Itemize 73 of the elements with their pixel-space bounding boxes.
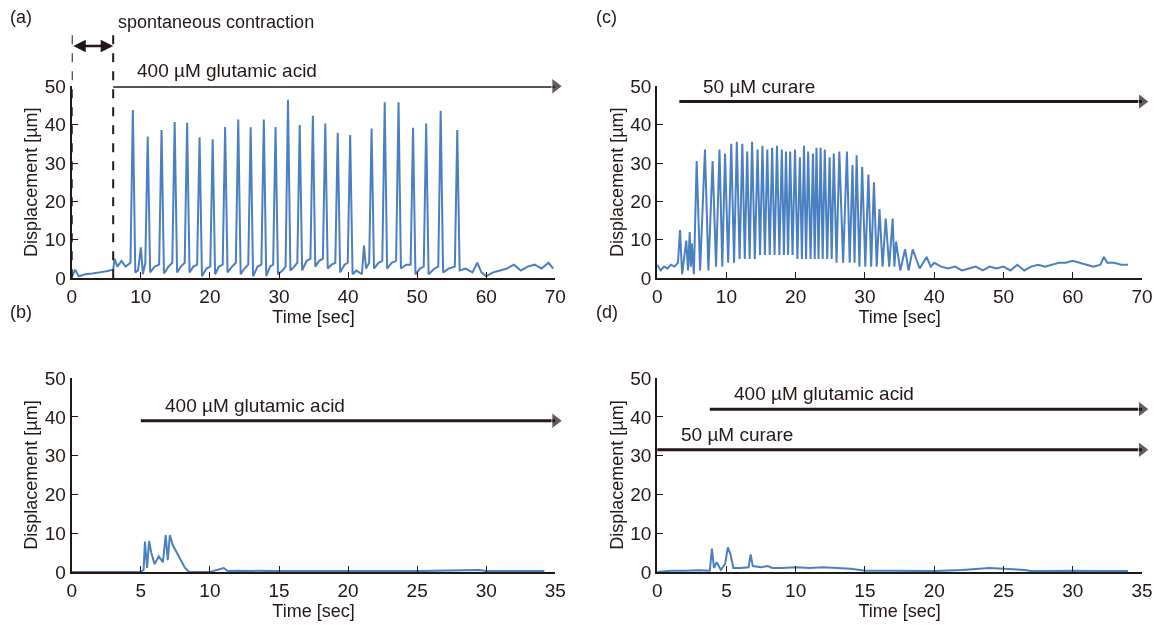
x-axis-title: Time [sec] (272, 306, 355, 327)
series-label: 400 µM glutamic acid (734, 383, 914, 404)
y-tick-label: 20 (44, 484, 66, 506)
y-tick-label: 50 (44, 367, 66, 389)
x-tick-label: 70 (1131, 285, 1153, 307)
y-tick-label: 30 (44, 445, 66, 467)
y-tick-label: 40 (44, 114, 66, 136)
x-axis-title: Time [sec] (858, 306, 941, 327)
y-axis-title: Displacement [µm] (21, 107, 42, 257)
x-tick-label: 30 (854, 285, 876, 307)
x-tick-label: 25 (992, 579, 1015, 601)
series-label: 50 µM curare (703, 76, 816, 97)
x-tick-label: 60 (1062, 285, 1084, 307)
y-tick-label: 0 (55, 267, 66, 289)
x-tick-label: 5 (135, 579, 147, 601)
x-tick-label: 20 (923, 579, 945, 601)
y-axis-title: Displacement [µm] (606, 107, 627, 257)
y-tick-label: 20 (44, 191, 66, 213)
y-tick-label: 30 (630, 152, 652, 174)
series-label: 400 µM glutamic acid (165, 395, 345, 416)
x-tick-label: 35 (544, 579, 566, 601)
y-tick-label: 30 (44, 152, 66, 174)
y-tick-label: 0 (640, 561, 652, 583)
y-tick-label: 10 (44, 522, 66, 544)
y-tick-label: 40 (44, 406, 66, 428)
x-tick-label: 25 (406, 579, 428, 601)
x-tick-label: 20 (785, 285, 807, 307)
x-tick-label: 30 (1062, 579, 1084, 601)
y-axis-title: Displacement [µm] (21, 400, 42, 550)
x-axis-title: Time [sec] (272, 600, 355, 621)
y-tick-label: 0 (55, 561, 66, 583)
y-tick-label: 10 (630, 522, 652, 544)
y-tick-label: 10 (44, 229, 66, 251)
y-tick-label: 10 (630, 229, 652, 251)
x-tick-label: 50 (406, 285, 428, 307)
series-label: 50 µM curare (681, 424, 794, 445)
x-tick-label: 30 (268, 285, 290, 307)
x-tick-label: 50 (992, 285, 1015, 307)
x-tick-label: 10 (130, 285, 152, 307)
x-tick-label: 15 (854, 579, 876, 601)
x-tick-label: 10 (199, 579, 221, 601)
x-tick-label: 5 (721, 579, 732, 601)
y-tick-label: 50 (44, 75, 66, 97)
x-tick-label: 30 (475, 579, 497, 601)
chart-title: (a) (10, 7, 32, 27)
x-tick-label: 60 (475, 285, 497, 307)
y-tick-label: 40 (630, 114, 652, 136)
x-axis-title: Time [sec] (858, 600, 941, 621)
x-tick-label: 10 (785, 579, 807, 601)
y-tick-label: 50 (630, 367, 652, 389)
line-series (657, 546, 1130, 572)
chart-title: (c) (596, 7, 617, 27)
chart-title: (b) (10, 302, 32, 322)
y-tick-label: 20 (630, 191, 652, 213)
x-tick-label: 35 (1131, 579, 1153, 601)
x-tick-label: 70 (544, 285, 566, 307)
y-tick-label: 40 (630, 406, 652, 428)
x-tick-label: 20 (337, 579, 359, 601)
x-tick-label: 20 (199, 285, 221, 307)
x-tick-label: 10 (715, 285, 737, 307)
x-tick-label: 15 (268, 579, 290, 601)
x-tick-label: 40 (337, 285, 359, 307)
x-tick-label: 40 (923, 285, 945, 307)
line-series (657, 140, 1130, 276)
y-tick-label: 20 (630, 484, 652, 506)
series-label: 400 µM glutamic acid (137, 60, 317, 81)
ref-line-label: spontaneous contraction (118, 12, 315, 32)
y-axis-title: Displacement [µm] (606, 400, 627, 550)
line-series (71, 534, 546, 572)
y-tick-label: 30 (630, 445, 652, 467)
y-tick-label: 0 (640, 267, 652, 289)
y-tick-label: 50 (630, 75, 652, 97)
chart-title: (d) (596, 302, 618, 322)
